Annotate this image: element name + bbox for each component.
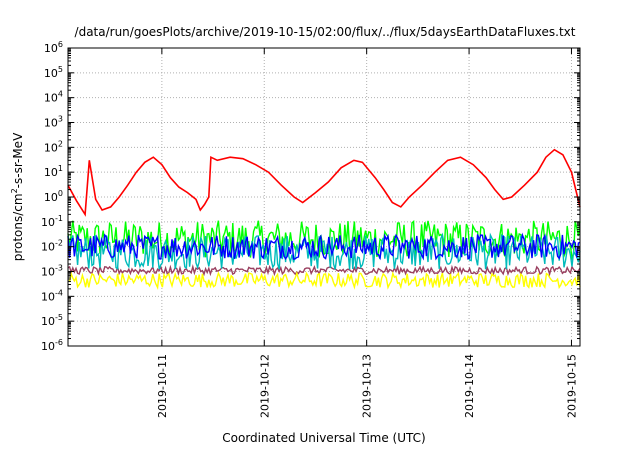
y-axis-label-sup: 2 (10, 188, 19, 193)
x-axis-label: Coordinated Universal Time (UTC) (222, 431, 425, 445)
y-tick-label: 10-6 (41, 338, 63, 353)
series-line-3 (67, 232, 581, 261)
series-line-1 (67, 220, 581, 261)
series-line-2 (67, 232, 581, 270)
y-tick-label: 100 (44, 189, 63, 204)
series-line-4 (67, 270, 581, 290)
series-line-0 (67, 148, 581, 217)
x-tick-label: 2019-10-15 (565, 354, 578, 418)
y-axis-label-main: protons/cm (11, 193, 25, 261)
y-axis-label: protons/cm2-s-sr-MeV (10, 132, 25, 261)
x-tick-label: 2019-10-14 (463, 354, 476, 418)
y-axis-ticks: 10-6 10-5 10-4 10-3 10-2 10-1 100 101 102 103 104 1… (41, 40, 580, 353)
y-axis-label-tail: -s-sr-MeV (11, 132, 25, 188)
y-tick-label: 103 (44, 115, 63, 130)
y-tick-label: 106 (44, 40, 63, 55)
y-tick-label: 10-5 (41, 313, 63, 328)
y-tick-label: 104 (44, 90, 63, 105)
y-tick-label: 10-1 (41, 214, 63, 229)
chart-title: /data/run/goesPlots/archive/2019-10-15/0… (75, 25, 576, 39)
x-axis-ticks: 2019-10-11 2019-10-12 2019-10-13 2019-10-14… (156, 48, 578, 418)
x-tick-label: 2019-10-11 (156, 354, 169, 418)
series-line-5 (67, 264, 581, 277)
y-tick-label: 105 (44, 65, 63, 80)
x-tick-label: 2019-10-13 (361, 354, 374, 418)
series-layer (67, 148, 581, 290)
y-tick-label: 10-3 (41, 264, 63, 279)
grid-lines (68, 48, 580, 346)
y-tick-label: 10-4 (41, 288, 63, 303)
x-tick-label: 2019-10-12 (258, 354, 271, 418)
y-tick-label: 101 (44, 164, 63, 179)
y-tick-label: 102 (44, 139, 63, 154)
y-tick-label: 10-2 (41, 239, 63, 254)
